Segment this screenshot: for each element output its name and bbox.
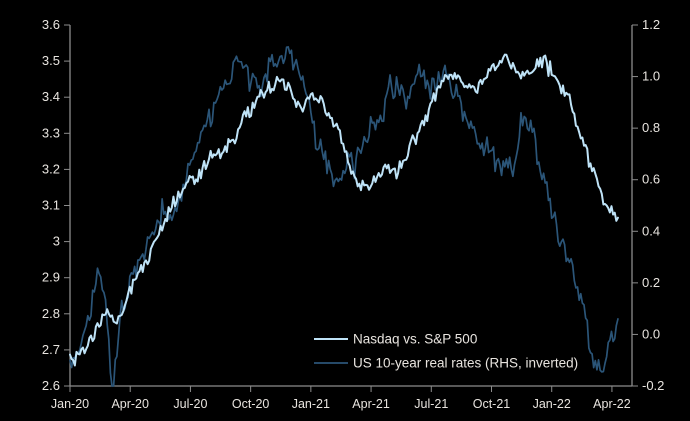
svg-text:Nasdaq vs. S&P 500: Nasdaq vs. S&P 500 — [353, 332, 477, 347]
svg-text:Jul-21: Jul-21 — [414, 397, 448, 411]
svg-text:Jan-20: Jan-20 — [51, 397, 89, 411]
svg-text:Apr-22: Apr-22 — [593, 397, 631, 411]
svg-text:3.5: 3.5 — [42, 53, 60, 68]
svg-text:1.2: 1.2 — [642, 17, 660, 32]
svg-text:0.0: 0.0 — [642, 326, 660, 341]
svg-text:3.2: 3.2 — [42, 161, 60, 176]
svg-text:Oct-21: Oct-21 — [473, 397, 511, 411]
svg-text:Apr-20: Apr-20 — [111, 397, 149, 411]
svg-text:Jan-22: Jan-22 — [533, 397, 571, 411]
svg-text:2.7: 2.7 — [42, 342, 60, 357]
svg-text:2.8: 2.8 — [42, 306, 60, 321]
svg-text:US 10-year real rates (RHS, in: US 10-year real rates (RHS, inverted) — [353, 356, 578, 371]
svg-text:Oct-20: Oct-20 — [232, 397, 270, 411]
svg-text:0.4: 0.4 — [642, 223, 660, 238]
svg-text:0.2: 0.2 — [642, 275, 660, 290]
svg-text:3.6: 3.6 — [42, 17, 60, 32]
svg-text:3.1: 3.1 — [42, 198, 60, 213]
svg-text:1.0: 1.0 — [642, 69, 660, 84]
svg-text:3.4: 3.4 — [42, 89, 60, 104]
svg-text:Apr-21: Apr-21 — [352, 397, 390, 411]
svg-text:Jan-21: Jan-21 — [292, 397, 330, 411]
svg-text:0.8: 0.8 — [642, 120, 660, 135]
svg-text:-0.2: -0.2 — [642, 378, 664, 393]
svg-text:0.6: 0.6 — [642, 172, 660, 187]
svg-text:3: 3 — [53, 234, 60, 249]
svg-text:3.3: 3.3 — [42, 125, 60, 140]
svg-text:2.9: 2.9 — [42, 270, 60, 285]
svg-text:2.6: 2.6 — [42, 378, 60, 393]
svg-text:Jul-20: Jul-20 — [173, 397, 207, 411]
